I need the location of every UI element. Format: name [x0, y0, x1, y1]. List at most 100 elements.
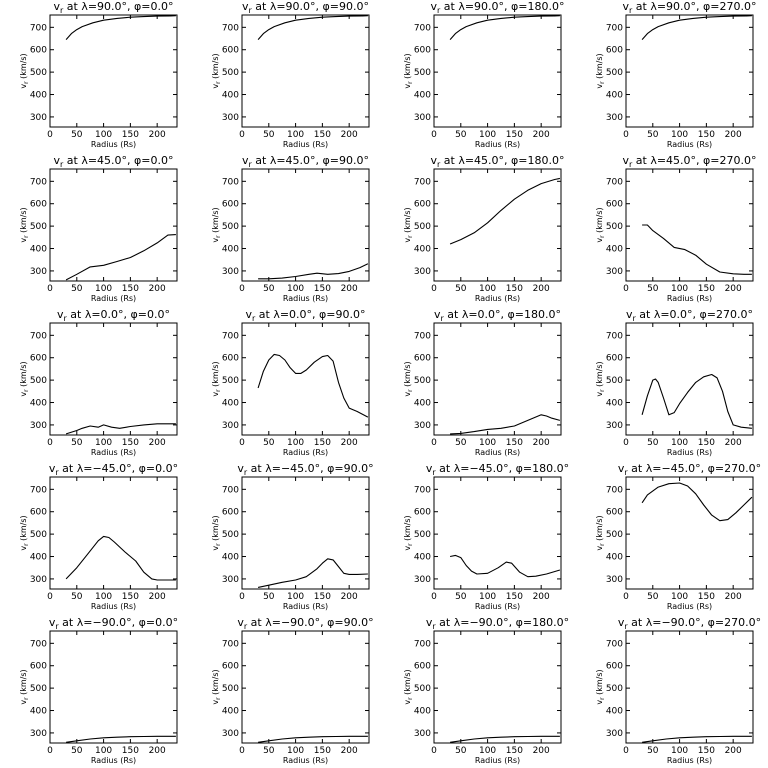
panel-5-series-line: [258, 263, 369, 280]
panel-12-series-line: [65, 535, 176, 581]
x-tick-label: 50: [455, 592, 467, 602]
panel-1: vr at λ=90.0°, φ=90.0° 0 50 100 150 200 300 400…: [211, 0, 370, 149]
x-tick-label: 150: [122, 746, 139, 756]
y-tick-label: 300: [30, 575, 47, 585]
x-tick-label: 200: [341, 130, 358, 140]
y-tick-label: 400: [30, 553, 47, 563]
x-tick-label: 200: [533, 438, 550, 448]
y-tick-label: 700: [30, 331, 47, 341]
panel-13-ylabel: vr (km/s): [211, 515, 222, 550]
y-tick-label: 300: [414, 113, 431, 123]
panel-11-ylabel: vr (km/s): [595, 361, 606, 396]
x-tick-label: 0: [47, 284, 53, 294]
panel-17-xlabel: Radius (Rs): [283, 756, 328, 765]
panel-8-xlabel: Radius (Rs): [91, 448, 136, 457]
y-tick-label: 700: [30, 639, 47, 649]
panel-7: vr at λ=45.0°, φ=270.0° 0 50 100 150 200 300 40…: [595, 154, 757, 303]
x-tick-label: 0: [431, 592, 437, 602]
y-tick-label: 300: [606, 267, 623, 277]
panel-6-frame: [433, 168, 562, 282]
y-tick-label: 600: [414, 46, 431, 56]
y-tick-label: 300: [414, 421, 431, 431]
panel-0-frame: [49, 14, 178, 128]
y-tick-label: 700: [30, 177, 47, 187]
y-tick-label: 300: [30, 267, 47, 277]
panel-7-xlabel: Radius (Rs): [667, 294, 712, 303]
y-tick-label: 600: [30, 200, 47, 210]
y-tick-label: 300: [222, 575, 239, 585]
x-tick-label: 150: [122, 130, 139, 140]
panel-9: vr at λ=0.0°, φ=90.0° 0 50 100 150 200 300 400 5…: [211, 308, 370, 457]
x-tick-label: 100: [287, 284, 304, 294]
panel-17-frame: [241, 630, 370, 744]
x-tick-label: 150: [506, 438, 523, 448]
x-tick-label: 0: [623, 284, 629, 294]
x-tick-label: 200: [149, 746, 166, 756]
y-tick-label: 300: [606, 421, 623, 431]
y-tick-label: 300: [414, 729, 431, 739]
x-tick-label: 200: [341, 284, 358, 294]
panel-16-ylabel: vr (km/s): [19, 669, 30, 704]
panel-18-xlabel: Radius (Rs): [475, 756, 520, 765]
panel-19: vr at λ=−90.0°, φ=270.0° 0 50 100 150 200 300 4…: [595, 616, 761, 765]
x-tick-label: 50: [647, 592, 659, 602]
panel-5-xlabel: Radius (Rs): [283, 294, 328, 303]
x-tick-label: 100: [287, 438, 304, 448]
x-tick-label: 50: [647, 746, 659, 756]
panel-18-title: vr at λ=−90.0°, φ=180.0°: [426, 616, 569, 631]
x-tick-label: 100: [671, 284, 688, 294]
panel-14-frame: [433, 476, 562, 590]
panel-12-xlabel: Radius (Rs): [91, 602, 136, 611]
y-tick-label: 500: [30, 222, 47, 232]
panel-18-ylabel: vr (km/s): [403, 669, 414, 704]
y-tick-label: 600: [606, 200, 623, 210]
panel-16-series-line: [66, 735, 176, 743]
x-tick-label: 50: [455, 746, 467, 756]
y-tick-label: 700: [222, 485, 239, 495]
panel-13-series-line: [257, 558, 368, 588]
x-tick-label: 200: [533, 284, 550, 294]
panel-9-ylabel: vr (km/s): [211, 361, 222, 396]
x-tick-label: 150: [698, 284, 715, 294]
x-tick-label: 100: [479, 438, 496, 448]
y-tick-label: 500: [222, 222, 239, 232]
panel-2-title: vr at λ=90.0°, φ=180.0°: [430, 0, 564, 15]
panel-11-series-line: [641, 373, 752, 429]
x-tick-label: 50: [647, 130, 659, 140]
y-tick-label: 700: [606, 331, 623, 341]
y-tick-label: 300: [414, 575, 431, 585]
panel-15-ylabel: vr (km/s): [595, 515, 606, 550]
y-tick-label: 400: [606, 245, 623, 255]
y-tick-label: 600: [30, 508, 47, 518]
panel-14-ylabel: vr (km/s): [403, 515, 414, 550]
panel-17: vr at λ=−90.0°, φ=90.0° 0 50 100 150 200 300 40…: [211, 616, 374, 765]
panel-11-frame: [625, 322, 754, 436]
panel-4-ylabel: vr (km/s): [19, 207, 30, 242]
panel-1-xlabel: Radius (Rs): [283, 140, 328, 149]
y-tick-label: 400: [414, 399, 431, 409]
y-tick-label: 500: [414, 684, 431, 694]
panel-5: vr at λ=45.0°, φ=90.0° 0 50 100 150 200 300 400…: [211, 154, 370, 303]
x-tick-label: 150: [506, 284, 523, 294]
x-tick-label: 200: [341, 438, 358, 448]
y-tick-label: 300: [606, 113, 623, 123]
panel-0-series-line: [65, 15, 176, 40]
panel-4-frame: [49, 168, 178, 282]
panel-4: vr at λ=45.0°, φ=0.0° 0 50 100 150 200 300 400 5…: [19, 154, 178, 303]
panel-4-title: vr at λ=45.0°, φ=0.0°: [53, 154, 173, 169]
x-tick-label: 0: [47, 592, 53, 602]
panel-10: vr at λ=0.0°, φ=180.0° 0 50 100 150 200 300 400…: [403, 308, 562, 457]
y-tick-label: 600: [30, 46, 47, 56]
y-tick-label: 300: [414, 267, 431, 277]
y-tick-label: 600: [222, 46, 239, 56]
y-tick-label: 300: [222, 113, 239, 123]
x-tick-label: 150: [314, 746, 331, 756]
y-tick-label: 700: [606, 639, 623, 649]
y-tick-label: 400: [30, 245, 47, 255]
y-tick-label: 400: [222, 399, 239, 409]
panel-1-frame: [241, 14, 370, 128]
panel-15: vr at λ=−45.0°, φ=270.0° 0 50 100 150 200 300 4…: [595, 462, 761, 611]
y-tick-label: 600: [30, 662, 47, 672]
x-tick-label: 100: [287, 746, 304, 756]
x-tick-label: 200: [725, 592, 742, 602]
